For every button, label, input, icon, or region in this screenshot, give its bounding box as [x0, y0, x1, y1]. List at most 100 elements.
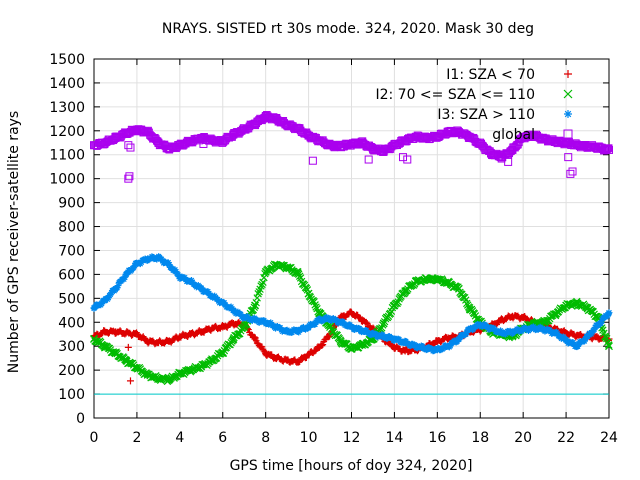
data-point [422, 133, 431, 142]
data-point [401, 347, 409, 355]
data-point [433, 346, 441, 354]
series-trail-marker [172, 268, 180, 275]
outlier-point [399, 153, 407, 162]
data-point [294, 358, 302, 366]
x-tick-label: 10 [300, 430, 318, 446]
x-tick-label: 14 [386, 430, 404, 446]
data-layer [90, 111, 613, 395]
data-point [154, 254, 162, 262]
data-point [411, 132, 420, 141]
data-point [605, 309, 613, 317]
data-point [530, 324, 538, 332]
data-point [197, 133, 206, 142]
data-point [90, 141, 98, 150]
axis-layer: 0 2 4 6 8 10 12 14 16 18 20 22 240100200300400500600… [49, 52, 618, 446]
series-trail-marker [311, 301, 319, 309]
data-point [197, 328, 205, 336]
data-point [465, 303, 474, 312]
data-point [562, 336, 570, 344]
chart-title: NRAYS. SISTED rt 30s mode. 324, 2020. Ma… [162, 21, 534, 37]
series-trail-marker [604, 312, 612, 320]
y-tick-label: 1200 [49, 124, 85, 140]
series-trail-marker [121, 273, 129, 281]
data-point [251, 301, 259, 310]
data-point [272, 260, 281, 269]
series-trail-marker [108, 289, 115, 297]
series-trail-marker [569, 339, 577, 346]
data-point [348, 309, 355, 317]
data-point [100, 342, 109, 351]
data-point [562, 301, 571, 310]
data-point [122, 329, 130, 337]
data-point [261, 268, 270, 276]
outlier-point [124, 174, 133, 183]
y-tick-label: 400 [58, 315, 85, 331]
data-point [100, 138, 109, 147]
series-trail-marker [604, 341, 613, 349]
data-point [487, 324, 495, 332]
y-tick-label: 800 [58, 220, 85, 236]
data-point [508, 145, 517, 154]
data-point [229, 319, 237, 327]
data-point [315, 308, 324, 317]
data-point [583, 303, 592, 312]
data-point [240, 323, 249, 331]
data-point [562, 329, 570, 337]
data-point [208, 324, 216, 332]
data-point [283, 120, 292, 129]
data-point [240, 125, 249, 134]
data-point [144, 337, 152, 345]
data-point [540, 135, 549, 144]
data-point [176, 333, 184, 341]
data-point [122, 129, 131, 138]
y-tick-label: 300 [58, 339, 85, 355]
data-point [111, 328, 119, 336]
outlier-point [568, 167, 577, 176]
series-trail-marker [333, 331, 342, 340]
y-tick-label: 100 [58, 387, 85, 403]
x-axis-label: GPS time [hours of doy 324, 2020] [230, 458, 473, 474]
y-tick-label: 1400 [49, 76, 85, 92]
y-axis-label: Number of GPS receiver-satellite rays [6, 111, 22, 373]
data-point [187, 330, 195, 338]
data-point [262, 318, 270, 326]
data-point [251, 316, 259, 324]
data-point [143, 127, 152, 136]
data-point [304, 289, 313, 298]
x-tick-label: 0 [90, 430, 99, 446]
data-point [261, 112, 270, 121]
data-point [348, 323, 355, 331]
data-point [454, 284, 463, 293]
data-point [551, 309, 560, 318]
series-trail-marker [319, 341, 327, 348]
series-trail-marker [581, 337, 588, 345]
series-trail-marker [311, 321, 319, 328]
outlier-point [364, 155, 373, 164]
series-trail-marker [463, 329, 471, 336]
data-point [562, 138, 571, 147]
x-tick-label: 6 [218, 430, 227, 446]
data-point [133, 330, 141, 338]
data-point [605, 145, 613, 154]
outlier-point [124, 141, 133, 150]
series-trail-marker [363, 327, 370, 334]
data-point [229, 130, 238, 139]
x-tick-label: 24 [600, 430, 618, 446]
data-point [358, 316, 366, 324]
data-point [551, 329, 559, 337]
legend-marker [564, 110, 572, 118]
legend-label: I3: SZA > 110 [437, 107, 535, 123]
outlier-point [403, 155, 412, 164]
data-point [476, 139, 485, 148]
data-point [326, 315, 334, 323]
data-point [573, 331, 581, 339]
data-point [497, 153, 506, 162]
data-point [165, 261, 173, 269]
data-point [305, 351, 313, 359]
data-point [283, 328, 291, 336]
outlier-point [125, 172, 134, 181]
y-tick-label: 600 [58, 267, 85, 283]
series-trail-marker [254, 290, 262, 298]
